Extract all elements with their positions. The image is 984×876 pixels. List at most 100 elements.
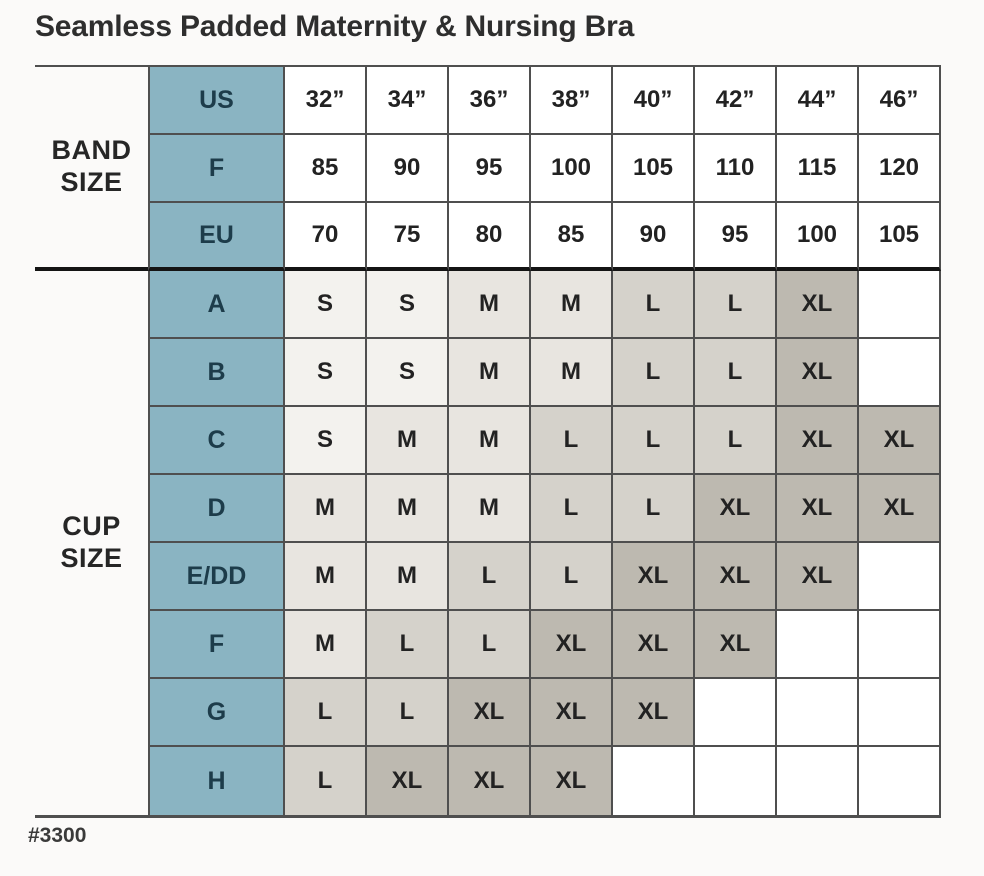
band-size-cell: 46” (859, 67, 941, 135)
band-size-cell: 95 (449, 135, 531, 203)
cup-size-cell: L (695, 407, 777, 475)
cup-size-cell (777, 747, 859, 815)
cup-size-cell (777, 611, 859, 679)
band-size-cell: 100 (531, 135, 613, 203)
band-size-cell: 100 (777, 203, 859, 271)
band-size-label: BAND SIZE (35, 67, 148, 271)
band-size-cell: 36” (449, 67, 531, 135)
row-header-EU: EU (148, 203, 285, 271)
cup-size-cell: XL (777, 271, 859, 339)
cup-size-cell: M (367, 475, 449, 543)
cup-size-cell: L (367, 611, 449, 679)
row-header-F: F (148, 611, 285, 679)
row-header-US: US (148, 67, 285, 135)
size-chart-table: BAND SIZE CUP SIZE US 32” 34” 36” 38” 40” 42” 4… (35, 65, 941, 818)
cup-size-cell: XL (613, 611, 695, 679)
cup-size-cell: XL (531, 611, 613, 679)
cup-size-cell: M (367, 543, 449, 611)
cup-size-cell: L (285, 679, 367, 747)
cup-size-cell: XL (367, 747, 449, 815)
cup-size-cell: L (695, 339, 777, 407)
cup-size-cell: XL (777, 543, 859, 611)
band-size-cell: 105 (613, 135, 695, 203)
cup-size-cell (859, 271, 941, 339)
cup-size-cell: M (531, 271, 613, 339)
band-size-cell: 85 (285, 135, 367, 203)
row-header-H: H (148, 747, 285, 815)
band-size-cell: 120 (859, 135, 941, 203)
band-size-cell: 34” (367, 67, 449, 135)
cup-size-cell (859, 747, 941, 815)
cup-size-cell: L (531, 407, 613, 475)
cup-size-cell: L (531, 475, 613, 543)
cup-size-cell: S (285, 339, 367, 407)
cup-size-label-line1: CUP (62, 511, 121, 542)
cup-size-cell: S (367, 271, 449, 339)
cup-size-cell: M (285, 475, 367, 543)
band-size-cell: 95 (695, 203, 777, 271)
cup-size-cell: M (367, 407, 449, 475)
band-size-cell: 90 (613, 203, 695, 271)
cup-size-cell (613, 747, 695, 815)
row-header-F: F (148, 135, 285, 203)
cup-size-cell (695, 747, 777, 815)
cup-size-cell (777, 679, 859, 747)
cup-size-cell: L (285, 747, 367, 815)
cup-size-cell: L (613, 407, 695, 475)
cup-size-cell (859, 679, 941, 747)
band-size-cell: 115 (777, 135, 859, 203)
cup-size-cell: S (285, 271, 367, 339)
row-header-G: G (148, 679, 285, 747)
band-size-label-line2: SIZE (60, 167, 123, 197)
cup-size-cell (695, 679, 777, 747)
cup-size-cell: XL (695, 543, 777, 611)
cup-size-cell: XL (449, 679, 531, 747)
row-header-B: B (148, 339, 285, 407)
cup-size-cell: M (531, 339, 613, 407)
cup-size-cell: L (367, 679, 449, 747)
cup-size-cell: XL (777, 475, 859, 543)
band-size-cell: 75 (367, 203, 449, 271)
cup-size-cell: L (613, 271, 695, 339)
row-header-E/DD: E/DD (148, 543, 285, 611)
cup-size-cell: XL (613, 543, 695, 611)
band-size-cell: 90 (367, 135, 449, 203)
cup-size-cell: L (531, 543, 613, 611)
cup-size-label: CUP SIZE (35, 271, 148, 815)
cup-size-cell: XL (531, 747, 613, 815)
cup-size-cell: XL (695, 475, 777, 543)
cup-size-cell: XL (777, 339, 859, 407)
row-header-D: D (148, 475, 285, 543)
cup-size-cell: L (449, 611, 531, 679)
cup-size-cell: M (285, 543, 367, 611)
cup-size-cell (859, 543, 941, 611)
cup-size-label-line2: SIZE (60, 543, 123, 573)
band-size-cell: 32” (285, 67, 367, 135)
cup-size-cell: XL (777, 407, 859, 475)
band-size-cell: 44” (777, 67, 859, 135)
page-title: Seamless Padded Maternity & Nursing Bra (35, 10, 635, 43)
band-size-cell: 40” (613, 67, 695, 135)
band-size-cell: 85 (531, 203, 613, 271)
row-header-C: C (148, 407, 285, 475)
cup-size-cell (859, 339, 941, 407)
row-header-A: A (148, 271, 285, 339)
band-size-cell: 42” (695, 67, 777, 135)
band-size-cell: 80 (449, 203, 531, 271)
cup-size-cell: S (285, 407, 367, 475)
cup-size-cell: XL (613, 679, 695, 747)
cup-size-cell: L (695, 271, 777, 339)
band-size-cell: 105 (859, 203, 941, 271)
band-size-cell: 38” (531, 67, 613, 135)
cup-size-cell (859, 611, 941, 679)
cup-size-cell: L (613, 339, 695, 407)
cup-size-cell: XL (695, 611, 777, 679)
cup-size-cell: XL (531, 679, 613, 747)
cup-size-cell: M (449, 475, 531, 543)
cup-size-cell: XL (859, 407, 941, 475)
cup-size-cell: M (449, 339, 531, 407)
band-size-label-line1: BAND (51, 135, 132, 166)
style-number: #3300 (28, 824, 87, 847)
cup-size-cell: S (367, 339, 449, 407)
cup-size-cell: M (285, 611, 367, 679)
